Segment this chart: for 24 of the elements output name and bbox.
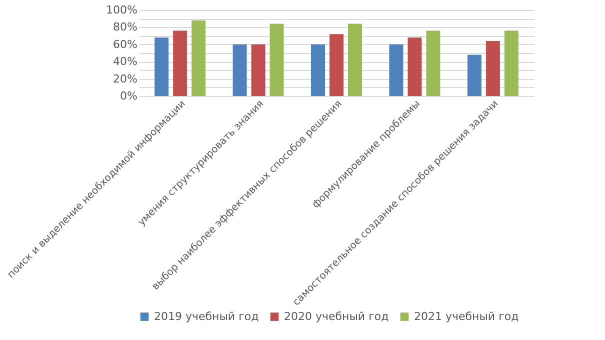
bar <box>311 44 326 96</box>
bar <box>348 24 362 96</box>
bar <box>486 40 500 96</box>
bar <box>192 20 206 96</box>
bar <box>330 34 344 96</box>
bar <box>173 30 188 96</box>
y-tick-label: 80% <box>113 20 138 34</box>
legend-label: 2019 учебный год <box>154 310 260 323</box>
bar <box>426 30 440 96</box>
y-tick-label: 20% <box>113 72 138 86</box>
bar <box>504 30 518 96</box>
bar <box>232 44 247 96</box>
y-tick-label: 100% <box>106 4 138 16</box>
bar <box>270 24 284 96</box>
bar <box>467 54 482 96</box>
legend-label: 2021 учебный год <box>414 310 520 323</box>
bar <box>389 44 404 96</box>
bar <box>408 38 422 96</box>
y-tick-label: 0% <box>120 90 138 102</box>
y-tick-label: 40% <box>113 55 138 68</box>
bar <box>154 38 169 96</box>
bar <box>251 44 266 96</box>
legend-label: 2020 учебный год <box>284 310 390 323</box>
y-tick-label: 60% <box>113 38 138 51</box>
